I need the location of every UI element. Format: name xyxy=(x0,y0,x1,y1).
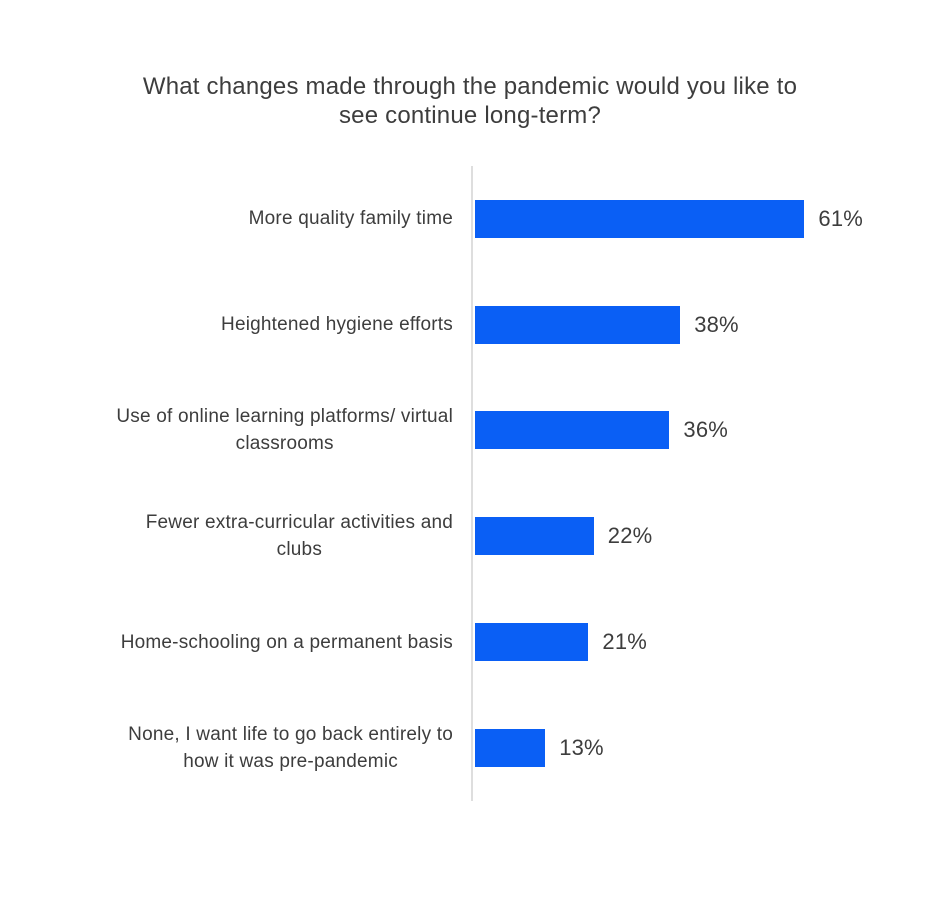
category-label-cell: Home-schooling on a permanent basis xyxy=(0,629,472,656)
category-label: More quality family time xyxy=(248,208,453,230)
category-label: Heightened hygiene efforts xyxy=(221,314,453,336)
chart-title: What changes made through the pandemic w… xyxy=(142,73,798,129)
category-label-cell: More quality family time xyxy=(0,205,472,232)
axis-line xyxy=(471,166,473,801)
category-label-cell: Use of online learning platforms/ virtua… xyxy=(0,403,472,457)
bar-row: Fewer extra-curricular activities and clu… xyxy=(0,483,940,589)
bar xyxy=(475,623,589,662)
bar-row: Heightened hygiene efforts 38% xyxy=(0,272,940,378)
bar-row: Home-schooling on a permanent basis 21% xyxy=(0,589,940,695)
bar-cell: 61% xyxy=(472,199,940,238)
bar xyxy=(475,728,546,767)
value-label: 61% xyxy=(818,205,864,231)
bar-cell: 36% xyxy=(472,411,940,450)
bar-chart: More quality family time 61% Heightened hy… xyxy=(0,166,940,801)
category-label: Use of online learning platforms/ virtua… xyxy=(116,406,453,455)
category-label-cell: Heightened hygiene efforts xyxy=(0,311,472,338)
value-label: 38% xyxy=(694,311,739,337)
bar xyxy=(475,199,805,238)
category-label: Fewer extra-curricular activities and clu… xyxy=(145,512,453,561)
category-label-cell: Fewer extra-curricular activities and clu… xyxy=(0,509,472,563)
value-label: 21% xyxy=(602,629,648,655)
bar xyxy=(475,305,681,344)
category-label-cell: None, I want life to go back entirely to… xyxy=(0,721,472,775)
bar-cell: 21% xyxy=(472,623,940,662)
category-label: None, I want life to go back entirely to… xyxy=(128,723,453,772)
bar-row: More quality family time 61% xyxy=(0,166,940,272)
bar xyxy=(475,411,670,450)
category-label: Home-schooling on a permanent basis xyxy=(120,631,453,653)
bar-cell: 22% xyxy=(472,517,940,556)
bar xyxy=(475,517,594,556)
value-label: 22% xyxy=(607,523,653,549)
value-label: 36% xyxy=(683,417,729,443)
bar-row: Use of online learning platforms/ virtua… xyxy=(0,378,940,484)
bar-cell: 13% xyxy=(472,728,940,767)
value-label: 13% xyxy=(559,734,604,760)
bar-cell: 38% xyxy=(472,305,940,344)
bar-row: None, I want life to go back entirely to… xyxy=(0,695,940,801)
